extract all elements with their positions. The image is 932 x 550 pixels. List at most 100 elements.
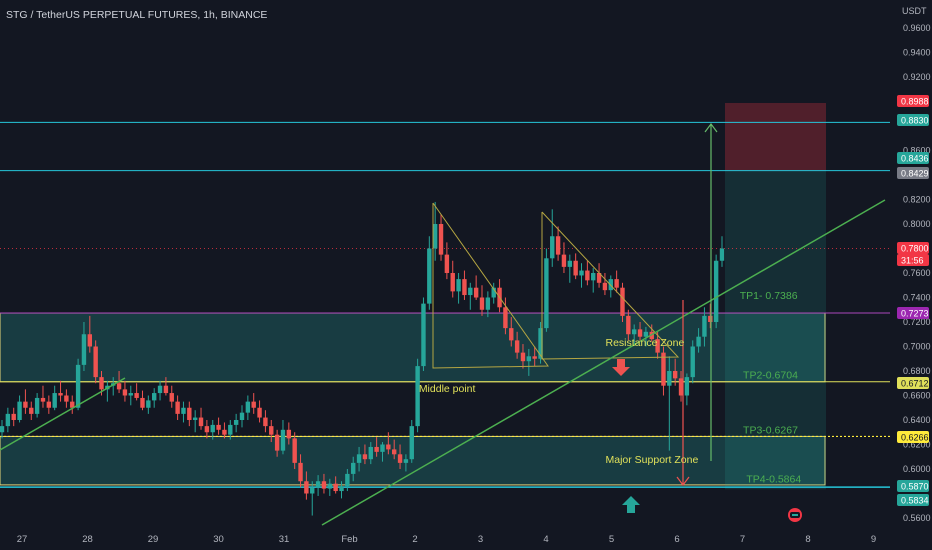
- candle-body: [239, 412, 245, 420]
- candle-body: [333, 483, 338, 492]
- price-badge-label: 0.7800: [901, 244, 929, 254]
- candle: [292, 432, 297, 469]
- candle: [315, 475, 321, 496]
- candle-body: [672, 371, 678, 379]
- candle-body: [585, 270, 590, 281]
- candle-body: [163, 385, 169, 394]
- candle: [175, 395, 180, 420]
- candle-body: [415, 366, 420, 427]
- price-badge-bg: [897, 307, 929, 319]
- candle-body: [99, 377, 104, 390]
- price-badge-bg: [897, 377, 929, 389]
- time-tick-label: 3: [478, 534, 483, 545]
- candle: [491, 282, 496, 304]
- candle: [286, 422, 292, 445]
- candle: [198, 407, 204, 430]
- candle-body: [292, 438, 297, 463]
- candle-body: [626, 315, 631, 335]
- candle-body: [280, 429, 286, 451]
- candle-body: [719, 248, 725, 261]
- candle: [23, 389, 28, 414]
- trendline-main: [321, 199, 886, 526]
- candle: [58, 380, 63, 402]
- candle-body: [591, 273, 596, 281]
- time-axis[interactable]: 27 28 29 30 31 Feb 2 3 4 5 6 7 8 9: [17, 534, 876, 545]
- time-tick-label: Feb: [341, 534, 357, 545]
- candle-body: [713, 260, 719, 322]
- candle: [503, 297, 508, 335]
- drop-arrow-head: [676, 476, 690, 486]
- candle: [438, 214, 444, 261]
- price-badge-bg: [897, 431, 929, 443]
- candle: [579, 263, 584, 288]
- time-tick-label: 29: [148, 534, 159, 545]
- down-arrow-icon: [612, 359, 630, 376]
- candle: [702, 307, 707, 347]
- candle: [567, 254, 573, 283]
- candle-body: [175, 401, 180, 414]
- candle-body: [368, 446, 373, 460]
- time-tick-label: 5: [609, 534, 614, 545]
- candle-body: [661, 352, 666, 386]
- candle-body: [140, 397, 145, 408]
- candle-body: [339, 486, 344, 492]
- candle-body: [696, 336, 701, 347]
- candle: [391, 439, 397, 460]
- candle-body: [116, 383, 122, 390]
- price-badge-label: 0.6712: [901, 379, 929, 389]
- candle-body: [81, 334, 87, 365]
- candle: [456, 273, 461, 304]
- candle: [157, 380, 163, 401]
- candle: [473, 275, 479, 300]
- candle-body: [222, 429, 227, 435]
- candle-body: [29, 407, 34, 414]
- candle-body: [532, 356, 537, 359]
- candle-body: [87, 334, 93, 347]
- price-badge: 0.5870: [897, 480, 929, 492]
- candle-body: [503, 307, 508, 329]
- candle: [29, 401, 34, 420]
- candle-body: [468, 287, 473, 296]
- annotation-label: TP2-0.6704: [743, 369, 798, 381]
- candle: [427, 236, 432, 310]
- price-badge: 0.8830: [897, 114, 929, 126]
- price-badge-label: 31:56: [901, 256, 924, 266]
- candle-body: [631, 329, 637, 335]
- candle: [538, 322, 543, 364]
- price-badge-bg: [897, 95, 929, 107]
- candle: [403, 454, 409, 472]
- time-tick-label: 7: [740, 534, 745, 545]
- candle: [210, 420, 215, 440]
- price-badge: 0.7800: [897, 242, 929, 254]
- time-tick-label: 6: [674, 534, 679, 545]
- time-tick-label: 4: [543, 534, 548, 545]
- candle: [11, 407, 16, 427]
- candle-body: [602, 282, 608, 291]
- candle: [163, 377, 169, 396]
- price-tick-label: 0.6800: [903, 366, 931, 376]
- price-tick-label: 0.7000: [903, 342, 931, 352]
- candle: [684, 373, 690, 406]
- flag-icon[interactable]: [788, 508, 802, 522]
- currency-label: USDT: [902, 6, 927, 16]
- annotation-label: TP1- 0.7386: [740, 290, 798, 302]
- price-badge-bg: [897, 494, 929, 506]
- candle-body: [304, 481, 309, 494]
- price-badge-bg: [897, 254, 929, 266]
- price-badge-label: 0.8436: [901, 154, 929, 164]
- candle: [672, 358, 678, 386]
- candle-body: [274, 434, 280, 451]
- price-tick-label: 0.8200: [903, 195, 931, 205]
- candle: [204, 420, 210, 439]
- candle: [192, 410, 198, 433]
- price-axis[interactable]: 0.9600 0.9400 0.9200 0.8600 0.8200 0.8000 0.76…: [897, 23, 931, 523]
- candle: [450, 260, 455, 298]
- candle: [81, 322, 87, 371]
- time-tick-label: 2: [412, 534, 417, 545]
- candle: [233, 413, 239, 433]
- candle-body: [122, 389, 128, 396]
- candle-body: [187, 407, 192, 420]
- candle: [713, 254, 719, 329]
- candle-body: [514, 340, 520, 353]
